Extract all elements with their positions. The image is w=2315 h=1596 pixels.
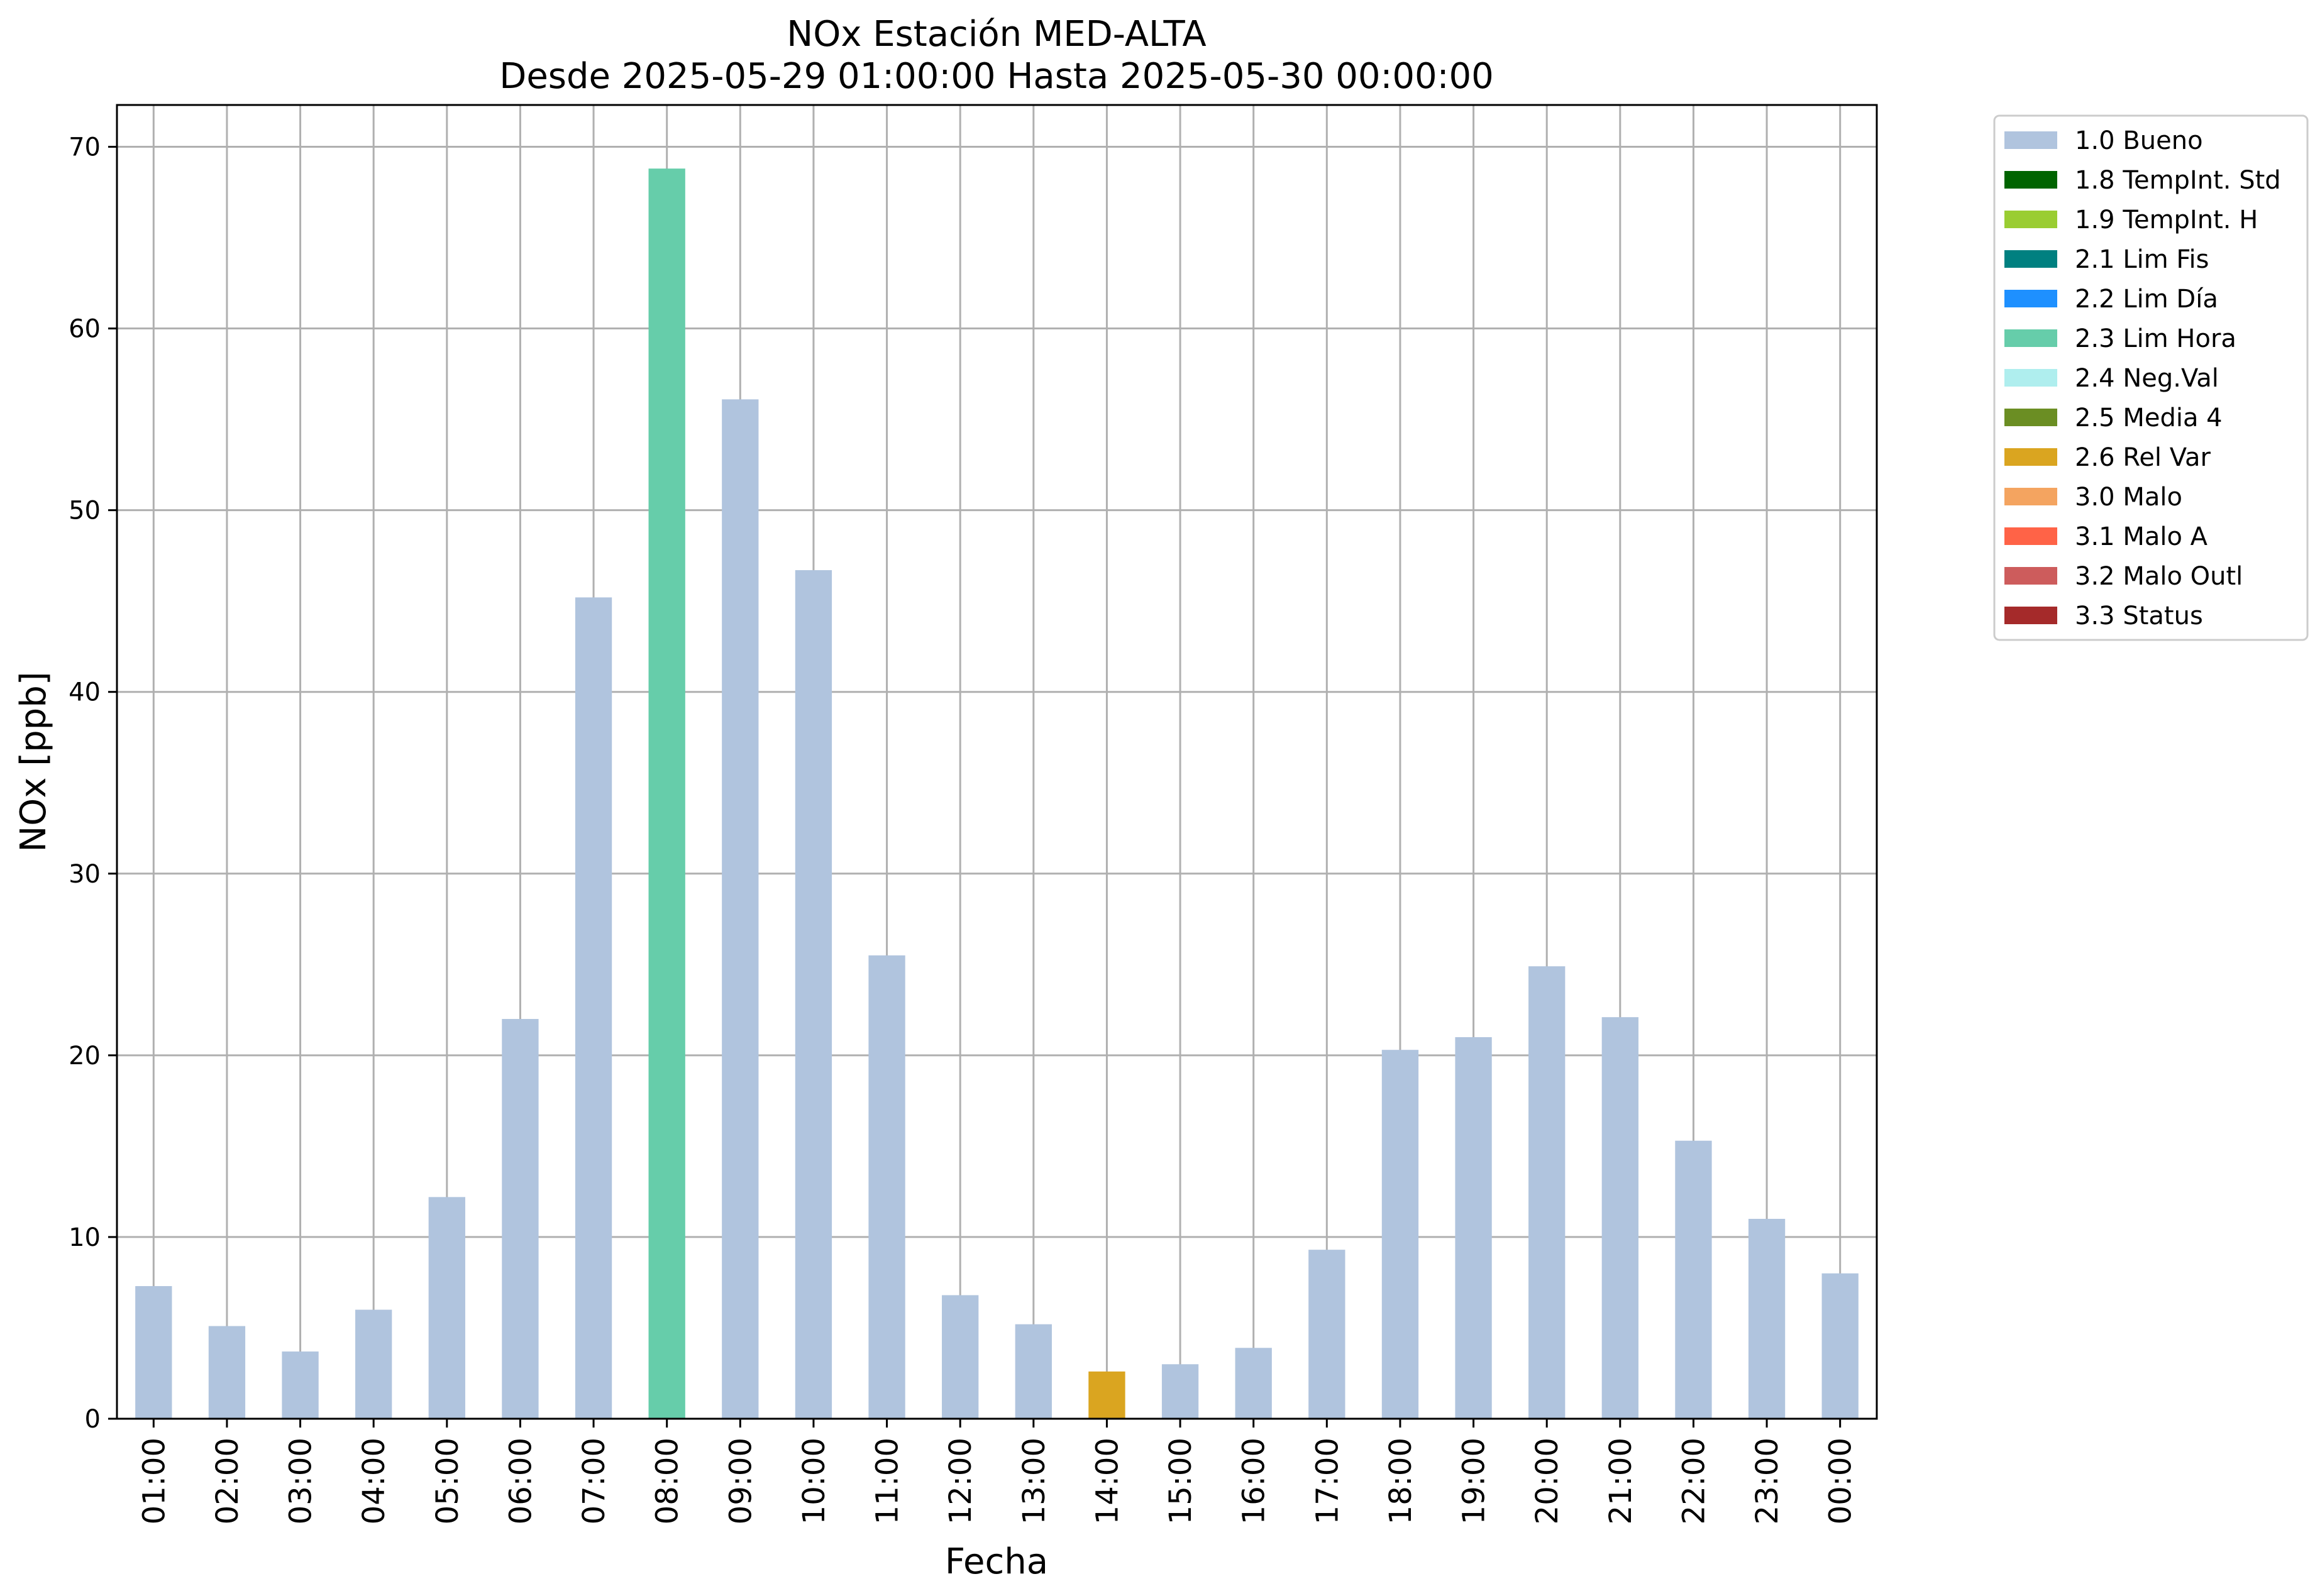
bar [282,1351,319,1419]
x-tick-label: 11:00 [870,1438,905,1524]
x-tick-label: 01:00 [136,1438,172,1524]
bar [355,1309,392,1419]
y-tick-label: 70 [69,133,101,162]
bar [1748,1219,1786,1419]
x-axis-label: Fecha [945,1541,1048,1582]
plot-frame [116,104,1878,1420]
legend-swatch [2004,290,2057,307]
bar [208,1326,246,1419]
x-tick-label: 21:00 [1603,1438,1638,1524]
x-tick-label: 06:00 [503,1438,538,1524]
bar [575,597,612,1419]
y-tick-label: 0 [85,1405,101,1434]
legend-box [1993,114,2309,641]
bar [722,399,759,1419]
x-tick-label: 17:00 [1310,1438,1345,1524]
legend-swatch [2004,567,2057,585]
chart-subtitle: Desde 2025-05-29 01:00:00 Hasta 2025-05-… [499,56,1494,97]
legend-label: 1.0 Bueno [2075,126,2203,155]
y-tick-label: 60 [69,315,101,344]
x-tick-label: 16:00 [1237,1438,1272,1524]
legend-swatch [2004,448,2057,466]
x-tick-label: 02:00 [210,1438,245,1524]
legend-label: 3.1 Malo A [2075,522,2208,551]
legend-label: 3.0 Malo [2075,483,2182,512]
x-tick-label: 00:00 [1823,1438,1859,1524]
bar [1088,1371,1125,1419]
legend-label: 1.9 TempInt. H [2075,206,2258,234]
bar [1601,1017,1638,1419]
bar [1161,1364,1199,1419]
legend-label: 3.2 Malo Outl [2075,562,2243,591]
x-tick-label: 20:00 [1530,1438,1565,1524]
chart-title: NOx Estación MED-ALTA [787,14,1206,55]
x-tick-label: 04:00 [356,1438,392,1524]
legend: 1.0 Bueno 1.8 TempInt. Std 1.9 TempInt. H 2… [1993,114,2309,641]
x-tick-label: 09:00 [723,1438,758,1524]
legend-swatch [2004,211,2057,228]
y-axis-label: NOx [ppb] [13,671,54,852]
y-tick-label: 20 [69,1042,101,1070]
legend-label: 2.6 Rel Var [2075,443,2211,472]
legend-swatch [2004,171,2057,189]
bars [135,168,1859,1419]
x-tick-label: 12:00 [943,1438,978,1524]
bar [1381,1050,1419,1419]
bar [1675,1140,1712,1419]
y-tick-label: 30 [69,860,101,889]
y-tick-label: 10 [69,1223,101,1252]
bar [1015,1324,1052,1419]
legend-label: 3.3 Status [2075,602,2203,630]
y-axis-ticks: 0 10 20 30 40 50 60 70 [69,133,117,1434]
x-tick-label: 08:00 [650,1438,685,1524]
legend-swatch [2004,409,2057,426]
bar [428,1197,465,1419]
bar [1528,966,1566,1419]
x-axis-ticks: 01:00 02:00 03:00 04:00 05:00 06:00 07:00 08:00… [136,1419,1859,1524]
x-tick-label: 05:00 [430,1438,465,1524]
bar [1455,1037,1492,1419]
bar [1821,1273,1859,1419]
x-tick-label: 14:00 [1090,1438,1125,1524]
x-tick-label: 10:00 [797,1438,832,1524]
bar [1308,1250,1345,1419]
legend-swatch [2004,131,2057,149]
bar [648,168,685,1419]
x-tick-label: 19:00 [1457,1438,1492,1524]
bar [502,1019,539,1419]
legend-swatch [2004,250,2057,268]
x-tick-label: 22:00 [1676,1438,1711,1524]
bar [942,1295,979,1419]
y-tick-label: 50 [69,497,101,526]
x-tick-label: 13:00 [1017,1438,1052,1524]
legend-label: 1.8 TempInt. Std [2075,166,2281,195]
legend-label: 2.1 Lim Fis [2075,245,2209,274]
legend-swatch [2004,329,2057,347]
bar [1235,1348,1272,1419]
bar [868,955,905,1419]
x-tick-label: 23:00 [1750,1438,1785,1524]
legend-swatch [2004,527,2057,545]
legend-swatch [2004,488,2057,505]
legend-label: 2.3 Lim Hora [2075,324,2236,353]
legend-swatch [2004,369,2057,387]
x-tick-label: 18:00 [1383,1438,1418,1524]
x-tick-label: 15:00 [1163,1438,1198,1524]
y-tick-label: 40 [69,678,101,707]
bar [135,1285,172,1419]
bar [795,570,832,1419]
legend-label: 2.2 Lim Día [2075,285,2218,314]
x-tick-label: 03:00 [284,1438,319,1524]
legend-label: 2.4 Neg.Val [2075,364,2219,393]
legend-label: 2.5 Media 4 [2075,404,2223,432]
legend-swatch [2004,607,2057,624]
x-tick-label: 07:00 [577,1438,612,1524]
